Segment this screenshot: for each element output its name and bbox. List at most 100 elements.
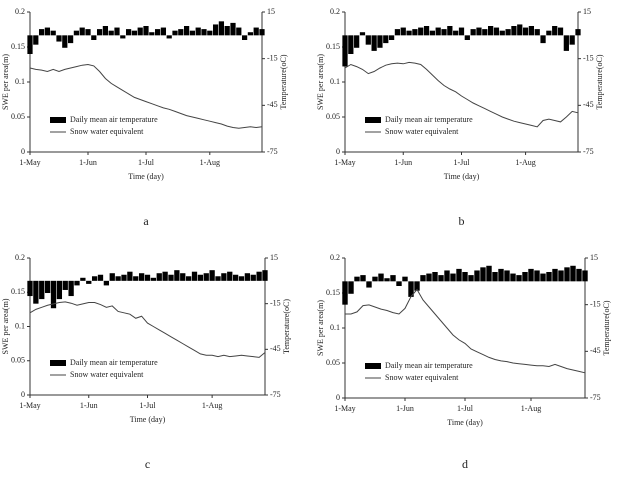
bar [137, 27, 143, 36]
bar [125, 29, 132, 36]
bar [50, 280, 57, 309]
x-tick-label: 1-May [334, 404, 355, 413]
legend-swatch [365, 117, 381, 123]
bar [493, 27, 500, 36]
bar [408, 281, 414, 297]
bar [576, 268, 582, 282]
bar [144, 274, 151, 281]
bar [131, 30, 138, 36]
y-tick-label: 0.05 [11, 356, 25, 365]
bar [505, 29, 511, 36]
bar [468, 275, 474, 282]
bar [56, 280, 63, 300]
bar [546, 30, 552, 36]
bar [456, 268, 462, 282]
y2-tick-label: -45 [267, 100, 278, 109]
y-tick-label: 0.15 [11, 287, 25, 296]
bar [160, 27, 167, 36]
x-tick-label: 1-Jun [396, 404, 414, 413]
bar [44, 27, 51, 36]
bar [215, 276, 221, 281]
legend-swatch [50, 117, 66, 123]
legend-label: Snow water equivalent [70, 127, 144, 136]
bar [517, 24, 523, 36]
y2-tick-label: -45 [583, 100, 594, 109]
bar [253, 27, 259, 36]
bar [414, 281, 420, 291]
legend-label: Daily mean air temperature [385, 361, 473, 370]
bar [154, 29, 161, 36]
bar [150, 277, 157, 281]
x-tick-label: 1-Jul [140, 401, 157, 410]
y2-tick-label: -15 [270, 298, 281, 307]
bar [232, 274, 239, 281]
bar [450, 273, 456, 282]
bar [143, 26, 149, 36]
y2-tick-label: -75 [583, 147, 594, 156]
y2-tick-label: 15 [270, 253, 278, 262]
bar [241, 35, 248, 40]
bar [85, 29, 91, 36]
bar [516, 275, 522, 282]
x-axis-label: Time (day) [447, 418, 483, 427]
bar [342, 281, 348, 305]
x-tick-label: 1-Jul [138, 158, 155, 167]
x-axis-label: Time (day) [444, 172, 480, 181]
y-tick-label: 0.15 [326, 288, 340, 297]
y-axis-label: SWE per area(m) [316, 300, 325, 356]
x-tick-label: 1-May [334, 158, 355, 167]
bar [444, 270, 450, 282]
bar [462, 272, 468, 282]
bar [256, 271, 262, 281]
bar [259, 29, 265, 36]
panel-label: d [462, 457, 468, 471]
panel-label: b [459, 214, 465, 228]
bar [582, 270, 588, 282]
bar [183, 26, 190, 36]
y2-axis-label: Temperature(oC) [282, 299, 291, 354]
bar [221, 273, 227, 281]
legend-swatch [50, 360, 66, 366]
bar [180, 273, 186, 281]
bar [67, 35, 74, 44]
bar [218, 21, 225, 36]
bar [563, 35, 569, 51]
bar [238, 276, 245, 281]
bar [262, 270, 268, 281]
bar [420, 275, 426, 282]
bar [236, 27, 242, 36]
line [345, 288, 586, 374]
bar [474, 270, 480, 282]
legend-label: Snow water equivalent [70, 370, 144, 379]
bar [62, 280, 68, 290]
bar [558, 270, 564, 282]
legend-swatch [365, 363, 381, 369]
bar [378, 273, 384, 282]
bar [470, 29, 476, 36]
legend-label: Snow water equivalent [385, 127, 459, 136]
bar [185, 276, 192, 281]
y-tick-label: 0.15 [11, 42, 25, 51]
bar [354, 35, 360, 48]
bar [74, 280, 80, 286]
y2-tick-label: -15 [590, 299, 601, 308]
y-tick-label: 0.1 [15, 77, 25, 86]
bar [432, 272, 438, 282]
bar [244, 273, 251, 281]
bar [109, 273, 115, 281]
y2-tick-label: -45 [590, 346, 601, 355]
bar [552, 268, 558, 282]
bar [426, 273, 432, 282]
bar [168, 274, 174, 281]
bar [406, 30, 412, 36]
bar [27, 280, 33, 297]
bar [80, 277, 86, 281]
y-axis-label: SWE per area(m) [1, 54, 10, 110]
bar [102, 26, 109, 36]
bar [418, 27, 424, 36]
line [29, 301, 266, 358]
y-tick-label: 0.15 [326, 42, 340, 51]
bar [133, 276, 139, 281]
bar [365, 35, 371, 45]
y2-tick-label: -75 [270, 390, 281, 399]
